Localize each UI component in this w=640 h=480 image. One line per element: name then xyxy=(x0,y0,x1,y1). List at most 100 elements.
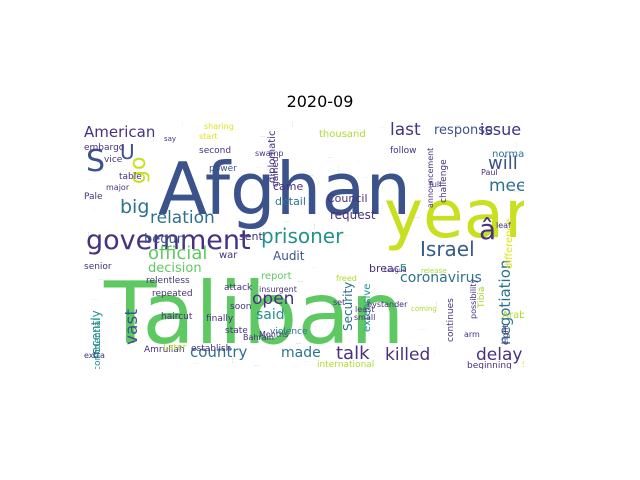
filler-word: ···· xyxy=(336,166,341,171)
word-cloud-background xyxy=(84,119,524,369)
cloud-word-killed: killed xyxy=(385,345,430,365)
filler-word: ···· xyxy=(510,243,515,248)
filler-word: ···· xyxy=(504,127,509,132)
cloud-word-vast: vast xyxy=(122,309,142,345)
filler-word: ···· xyxy=(414,215,419,220)
cloud-word-freed: freed xyxy=(336,274,357,283)
filler-word: ···· xyxy=(292,158,297,163)
filler-word: ···· xyxy=(284,219,289,224)
filler-word: ···· xyxy=(344,233,349,238)
filler-word: ···· xyxy=(334,337,339,342)
cloud-word-diplomatic: diplomatic xyxy=(267,131,278,183)
cloud-word-leaf: leaf xyxy=(496,221,511,230)
filler-word: ···· xyxy=(434,302,439,307)
filler-word: ···· xyxy=(500,265,505,270)
cloud-word-bystander: bystander xyxy=(367,300,408,309)
cloud-word-bahrain: Bahrain xyxy=(243,333,274,342)
cloud-word-report: report xyxy=(261,271,292,282)
filler-word: ···· xyxy=(356,159,361,164)
cloud-word-swamp: swamp xyxy=(255,149,283,158)
cloud-word-request: request xyxy=(330,208,376,222)
cloud-word-small: small xyxy=(354,313,375,322)
filler-word: ···· xyxy=(328,242,333,247)
filler-word: ···· xyxy=(364,175,369,180)
filler-word: ···· xyxy=(96,320,101,325)
cloud-word-least: least xyxy=(355,305,374,314)
cloud-word-e: E xyxy=(400,263,406,274)
cloud-word-vice: vice xyxy=(104,155,123,165)
filler-word: ···· xyxy=(308,173,313,178)
filler-word: ···· xyxy=(420,291,425,296)
cloud-word-arm: arm xyxy=(464,330,480,339)
filler-word: ···· xyxy=(228,159,233,164)
filler-word: ···· xyxy=(456,123,461,128)
cloud-word-arab: Arab xyxy=(502,310,524,321)
filler-word: ···· xyxy=(506,125,511,130)
cloud-word-war: war xyxy=(219,250,238,261)
filler-word: ···· xyxy=(324,315,329,320)
cloud-word-sharing: sharing xyxy=(204,122,234,131)
filler-word: ···· xyxy=(194,361,199,366)
cloud-word-coming: coming xyxy=(411,305,437,313)
cloud-word-year: year xyxy=(384,176,524,253)
cloud-word-second: second xyxy=(199,146,231,156)
word-cloud: ···· ···· ···· ···· ···· ···· ···· ···· ···· ····… xyxy=(84,119,524,369)
cloud-word-go: go xyxy=(126,157,151,184)
filler-word: ···· xyxy=(316,293,321,298)
filler-word: ···· xyxy=(286,292,291,297)
filler-word: ···· xyxy=(244,173,249,178)
cloud-word-delay: delay xyxy=(476,345,522,365)
cloud-word-talk: talk xyxy=(336,343,370,364)
cloud-word-state: state xyxy=(225,326,248,336)
cloud-word-breach: breach xyxy=(369,262,407,275)
filler-word: ···· xyxy=(98,277,103,282)
filler-word: ···· xyxy=(92,297,97,302)
filler-word: ···· xyxy=(180,122,185,127)
filler-word: ···· xyxy=(312,224,317,229)
figure-title: 2020-09 xyxy=(286,92,354,111)
filler-word: ···· xyxy=(356,127,361,132)
cloud-word-council: Council xyxy=(327,192,368,205)
cloud-word-prisoner: prisoner xyxy=(261,224,344,248)
filler-word: ···· xyxy=(88,177,93,182)
filler-word: ···· xyxy=(92,207,97,212)
filler-word: ···· xyxy=(296,341,301,346)
cloud-word-major: major xyxy=(106,183,130,192)
cloud-word-meet: meet xyxy=(489,176,524,196)
filler-word: ···· xyxy=(298,279,303,284)
cloud-word-u: U xyxy=(120,140,135,164)
filler-word: ···· xyxy=(380,125,385,130)
cloud-word-pale: Pale xyxy=(84,192,103,202)
cloud-word-will: will xyxy=(488,153,518,174)
cloud-word-country: country xyxy=(190,343,247,361)
cloud-word-months: Months xyxy=(259,330,288,339)
filler-word: ···· xyxy=(380,204,385,209)
cloud-word-extra: extra xyxy=(84,351,105,360)
cloud-word-decision: decision xyxy=(148,261,202,276)
cloud-word-say: say xyxy=(164,135,176,143)
filler-word: ···· xyxy=(342,346,347,351)
cloud-word-confidential: confidential xyxy=(93,318,103,369)
cloud-word-israel: Israel xyxy=(420,237,475,261)
filler-word: ···· xyxy=(494,202,499,207)
cloud-word-senior: senior xyxy=(84,262,112,272)
cloud-word-tibia: Tibia xyxy=(477,287,487,309)
cloud-word-start: start xyxy=(199,132,218,141)
cloud-word-later: Later xyxy=(163,343,187,353)
filler-word: ···· xyxy=(230,358,235,363)
cloud-word-extensive: extensive xyxy=(362,284,373,332)
cloud-word-saturday: Saturday xyxy=(522,360,524,369)
filler-word: ···· xyxy=(306,326,311,331)
cloud-word-attack: attack xyxy=(224,283,253,293)
cloud-word-negotiation: negotiation xyxy=(496,260,514,345)
filler-word: ···· xyxy=(514,142,519,147)
cloud-word-s: S xyxy=(86,144,105,179)
cloud-word-beginning: beginning xyxy=(467,361,512,369)
cloud-word-difference: difference xyxy=(504,219,515,269)
filler-word: ···· xyxy=(312,265,317,270)
filler-word: ···· xyxy=(480,286,485,291)
cloud-word-amrullah: Amrullah xyxy=(144,345,185,355)
filler-word: ···· xyxy=(90,123,95,128)
cloud-word-begun: begun xyxy=(144,232,185,247)
cloud-word-embargo: embargo xyxy=(84,143,125,153)
